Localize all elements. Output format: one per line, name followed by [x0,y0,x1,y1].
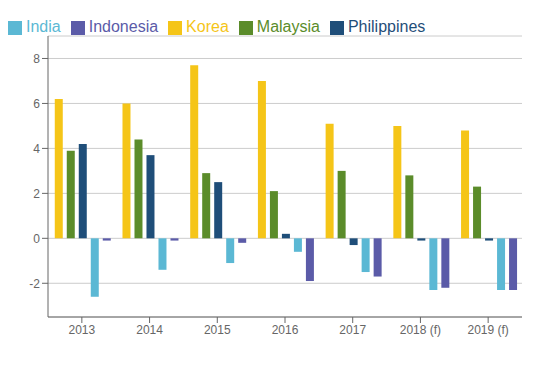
html-text:Indonesia: Indonesia [88,18,159,35]
svg-text:2013: 2013 [69,323,96,337]
svg-text:2014: 2014 [136,323,163,337]
svg-text:2018 (f): 2018 (f) [400,323,441,337]
svg-text:6: 6 [33,97,40,111]
svg-text:0: 0 [33,232,40,246]
svg-text:4: 4 [33,142,40,156]
svg-text:2017: 2017 [339,323,366,337]
html-text:Malaysia: Malaysia [256,18,320,35]
svg-text:2015: 2015 [204,323,231,337]
svg-text:2016: 2016 [272,323,299,337]
svg-text:-2: -2 [29,277,40,291]
svg-text:8: 8 [33,52,40,66]
html-text:Philippines: Philippines [347,18,426,35]
svg-text:2: 2 [33,187,40,201]
html-text:Korea: Korea [186,18,229,35]
svg-text:2019 (f): 2019 (f) [467,323,508,337]
html-text:India: India [26,18,61,35]
